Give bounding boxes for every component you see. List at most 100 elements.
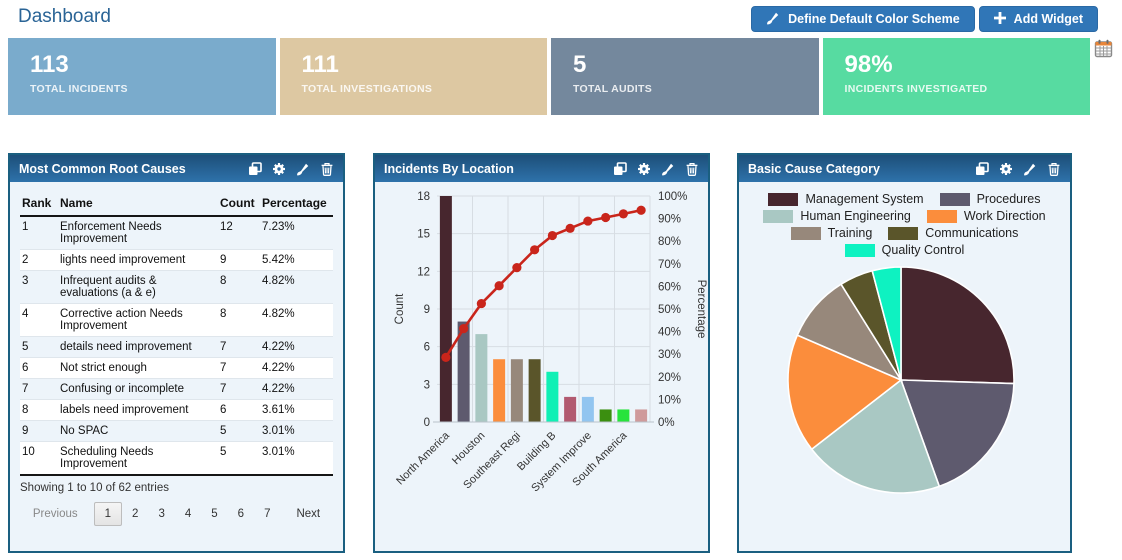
bar[interactable] [546, 371, 559, 422]
y2-tick-label: 30% [658, 349, 681, 361]
legend-item-work-direction[interactable]: Work Direction [926, 209, 1046, 223]
pagination-page-6[interactable]: 6 [237, 508, 245, 520]
brush-icon[interactable] [1023, 162, 1037, 176]
pie-slice-human-engineering[interactable] [810, 378, 941, 494]
bar[interactable] [635, 409, 648, 422]
pie-slice-management-system[interactable] [900, 266, 1015, 385]
pagination-page-4[interactable]: 4 [184, 508, 192, 520]
line-point[interactable] [512, 263, 522, 273]
pagination-next[interactable]: Next [296, 508, 321, 520]
clone-icon[interactable] [613, 161, 627, 176]
line-point[interactable] [583, 216, 593, 226]
gear-icon[interactable] [637, 162, 651, 176]
line-point[interactable] [441, 352, 451, 362]
table-cell: 4 [20, 303, 58, 337]
pie-chart [787, 266, 1015, 494]
legend-label: Procedures [976, 192, 1041, 206]
trash-icon[interactable] [320, 162, 334, 176]
kpi-value: 5 [573, 51, 587, 78]
table-cell: details need improvement [58, 336, 218, 358]
y-tick-label: 18 [417, 191, 430, 203]
table-cell: 1 [20, 216, 58, 250]
line-point[interactable] [476, 298, 486, 309]
line-point[interactable] [601, 212, 611, 223]
y2-tick-label: 80% [658, 236, 681, 248]
gear-icon[interactable] [999, 162, 1013, 176]
widget-title: Most Common Root Causes [19, 161, 186, 176]
legend-label: Training [827, 226, 873, 240]
col-count[interactable]: Count [218, 190, 260, 217]
widget-header: Incidents By Location [375, 155, 708, 182]
pagination-page-5[interactable]: 5 [211, 508, 218, 520]
add-widget-button[interactable]: Add Widget [978, 6, 1098, 32]
pagination-page-7[interactable]: 7 [264, 508, 271, 520]
legend-label: Quality Control [881, 243, 965, 257]
legend-row: Human Engineering Work Direction [763, 209, 1046, 223]
pie-slice-quality-control[interactable] [871, 266, 902, 381]
bar[interactable] [581, 396, 594, 422]
kpi-total-investigations: 111 TOTAL INVESTIGATIONS [279, 38, 547, 115]
brush-icon [766, 11, 780, 28]
table-cell: No SPAC [58, 420, 218, 442]
line-point[interactable] [618, 209, 628, 219]
line-point[interactable] [547, 230, 557, 241]
legend-swatch [790, 226, 821, 240]
line-point[interactable] [459, 324, 469, 334]
trash-icon[interactable] [685, 162, 699, 176]
widget-icons [248, 161, 334, 176]
legend-swatch [888, 226, 919, 240]
col-percentage[interactable]: Percentage [260, 190, 333, 217]
kpi-label: INCIDENTS INVESTIGATED [844, 83, 988, 96]
clone-icon[interactable] [975, 161, 989, 176]
bar[interactable] [617, 409, 630, 422]
legend-label: Human Engineering [800, 209, 911, 223]
y2-tick-label: 90% [658, 214, 681, 226]
pie-slice-work-direction[interactable] [787, 334, 903, 451]
bar[interactable] [439, 196, 452, 422]
legend-item-management-system[interactable]: Management System [768, 192, 924, 206]
bar[interactable] [510, 359, 523, 422]
topbar-buttons: Define Default Color Scheme Add Widget [751, 6, 1098, 32]
table-cell: 5 [218, 441, 260, 476]
line-point[interactable] [565, 223, 575, 233]
table-cell: 9 [20, 420, 58, 442]
pagination-page-2[interactable]: 2 [132, 508, 139, 520]
top-bar: Dashboard Define Default Color Scheme Ad… [18, 6, 1098, 36]
table-row: 1 Enforcement Needs Improvement 12 7.23% [20, 216, 333, 250]
bar[interactable] [564, 396, 577, 422]
line-point[interactable] [530, 245, 540, 255]
bar[interactable] [475, 334, 488, 422]
legend-item-human-engineering[interactable]: Human Engineering [763, 209, 911, 223]
table-row: 8 labels need improvement 6 3.61% [20, 399, 333, 421]
bar[interactable] [457, 321, 470, 422]
legend-item-training[interactable]: Training [790, 226, 873, 240]
brush-icon[interactable] [661, 162, 675, 176]
bar[interactable] [493, 359, 506, 422]
col-name[interactable]: Name [58, 190, 218, 217]
table-cell: 7 [218, 336, 260, 358]
y-tick-label: 3 [424, 379, 430, 391]
col-rank[interactable]: Rank [20, 190, 58, 217]
table-cell: 8 [218, 270, 260, 304]
bar[interactable] [599, 409, 612, 422]
legend-item-procedures[interactable]: Procedures [939, 192, 1041, 206]
pie-slice-procedures[interactable] [899, 379, 1015, 488]
brush-icon[interactable] [296, 162, 310, 176]
calendar-icon[interactable] [1094, 39, 1113, 58]
widget-title: Incidents By Location [384, 161, 514, 176]
bar[interactable] [528, 359, 541, 422]
clone-icon[interactable] [248, 161, 262, 176]
line-point[interactable] [494, 281, 504, 291]
gear-icon[interactable] [272, 162, 286, 176]
trash-icon[interactable] [1047, 162, 1061, 176]
table-cell: 4.22% [260, 378, 333, 400]
pagination-page-1[interactable]: 1 [93, 502, 123, 526]
pagination-previous[interactable]: Previous [32, 508, 78, 520]
widget-most-common-root-causes: Most Common Root Causes Rank Name Coun [8, 153, 345, 553]
line-point[interactable] [636, 205, 646, 215]
legend-item-communications[interactable]: Communications [888, 226, 1018, 240]
legend-item-quality-control[interactable]: Quality Control [844, 243, 965, 257]
pagination-page-3[interactable]: 3 [158, 508, 165, 520]
define-color-scheme-button[interactable]: Define Default Color Scheme [751, 6, 975, 32]
y2-tick-label: 40% [658, 327, 681, 339]
